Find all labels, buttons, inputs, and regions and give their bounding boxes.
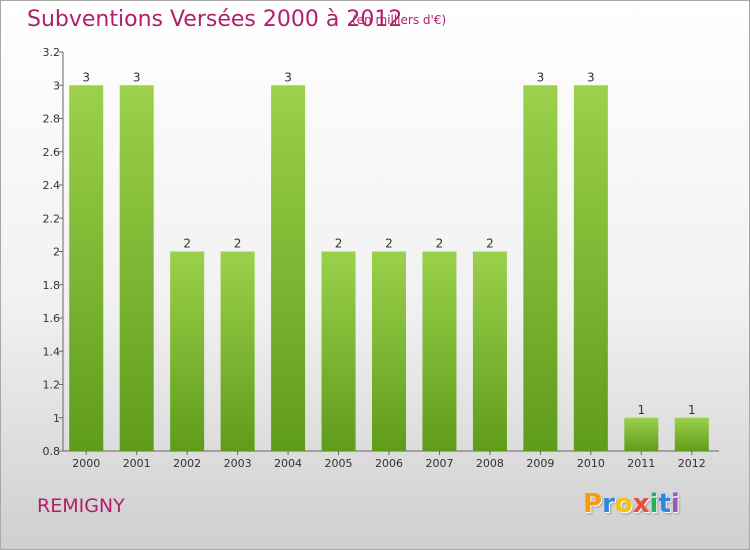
x-tick-label: 2012 [678, 457, 706, 470]
x-tick-label: 2001 [123, 457, 151, 470]
chart-unit: (en milliers d'€) [352, 13, 447, 27]
y-tick-label: 2 [53, 246, 60, 259]
data-label-2002: 2 [183, 237, 191, 251]
bar-2005 [321, 251, 356, 451]
data-label-2004: 3 [284, 70, 292, 84]
bar-2004 [271, 85, 306, 451]
bar-2003 [220, 251, 255, 451]
y-tick-label: 1.8 [43, 279, 61, 292]
bar-2008 [472, 251, 507, 451]
chart-title: Subventions Versées 2000 à 2012 [27, 7, 403, 32]
y-tick-label: 3.2 [43, 46, 61, 59]
data-label-2001: 3 [133, 70, 141, 84]
x-tick-label: 2000 [72, 457, 100, 470]
bar-2000 [69, 85, 104, 451]
brand-letter: t [658, 489, 671, 519]
brand-letter: P [583, 489, 603, 519]
x-tick-label: 2004 [274, 457, 302, 470]
place-name: REMIGNY [37, 495, 125, 517]
bar-2011 [624, 417, 659, 451]
x-tick-label: 2002 [173, 457, 201, 470]
brand-letter: i [670, 489, 680, 519]
bar-2012 [674, 417, 709, 451]
x-tick-label: 2007 [425, 457, 453, 470]
data-label-2000: 3 [82, 70, 90, 84]
bar-2001 [119, 85, 154, 451]
bar-2007 [422, 251, 457, 451]
data-label-2011: 1 [637, 403, 645, 417]
brand-logo: Proxiti [583, 489, 680, 519]
data-labels: 3 3 2 2 3 2 2 2 2 3 3 1 1 [82, 70, 695, 417]
axes: 0.8 1 1.2 1.4 1.6 1.8 2 2.2 2.4 2.6 2.8 3 3.2 2000 200… [43, 46, 719, 470]
x-tick-label: 2011 [627, 457, 655, 470]
data-label-2010: 3 [587, 70, 595, 84]
bar-2002 [170, 251, 205, 451]
data-label-2005: 2 [335, 237, 343, 251]
data-label-2003: 2 [234, 237, 242, 251]
data-label-2009: 3 [537, 70, 545, 84]
x-tick-label: 2006 [375, 457, 403, 470]
x-tick-label: 2003 [224, 457, 252, 470]
y-tick-label: 1.2 [43, 379, 61, 392]
y-tick-label: 0.8 [43, 445, 61, 458]
y-tick-label: 1.4 [43, 345, 61, 358]
y-tick-label: 1.6 [43, 312, 61, 325]
brand-letter: o [614, 489, 633, 519]
y-tick-label: 2.2 [43, 212, 61, 225]
brand-letter: r [602, 489, 615, 519]
y-tick-label: 3 [53, 79, 60, 92]
x-tick-label: 2009 [526, 457, 554, 470]
bar-2009 [523, 85, 558, 451]
x-tick-label: 2010 [577, 457, 605, 470]
data-label-2012: 1 [688, 403, 696, 417]
y-tick-label: 2.4 [43, 179, 61, 192]
bar-2006 [372, 251, 406, 451]
y-tick-label: 2.6 [43, 146, 61, 159]
y-tick-label: 1 [53, 412, 60, 425]
y-tick-label: 2.8 [43, 113, 61, 126]
bar-2010 [573, 85, 608, 451]
brand-letter: x [632, 489, 650, 519]
data-label-2007: 2 [436, 237, 444, 251]
data-label-2006: 2 [385, 237, 393, 251]
x-tick-label: 2005 [325, 457, 353, 470]
data-label-2008: 2 [486, 237, 494, 251]
bars [69, 85, 709, 451]
x-tick-label: 2008 [476, 457, 504, 470]
brand-letter: i [649, 489, 659, 519]
